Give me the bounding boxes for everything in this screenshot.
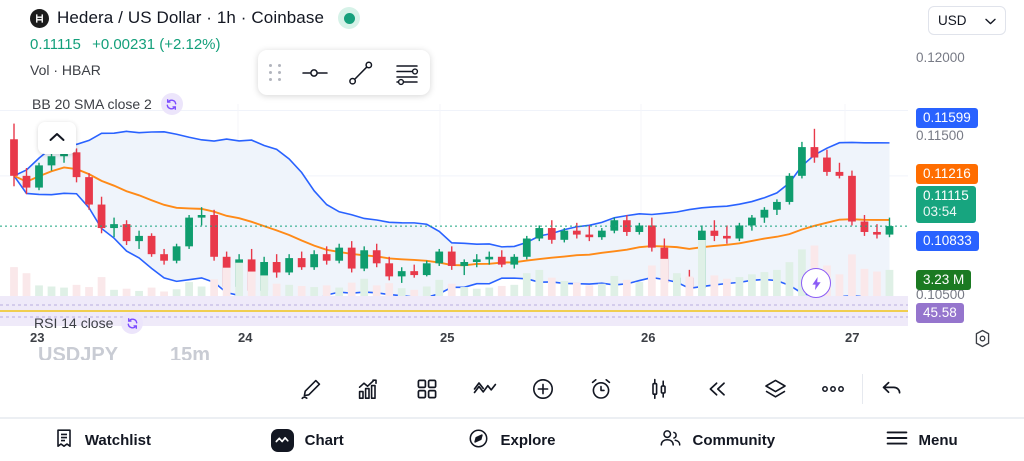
nav-watchlist[interactable]: Watchlist (0, 428, 205, 452)
rsi-legend[interactable]: RSI 14 close (34, 312, 144, 334)
collapse-pane-button[interactable] (38, 122, 76, 154)
time-tick: 25 (440, 330, 455, 345)
drawing-settings-tool[interactable] (384, 50, 430, 95)
trend-line-tool[interactable] (338, 50, 384, 95)
more-tool[interactable] (804, 360, 862, 418)
rsi-series (0, 304, 908, 318)
volume-tag[interactable]: 3.23 M (916, 270, 972, 290)
sma-tag-value: 0.11216 (923, 166, 971, 181)
bb-upper-tag[interactable]: 0.11599 (916, 108, 978, 128)
symbol-header-row[interactable]: Hedera / US Dollar · 1h · Coinbase (30, 7, 361, 29)
rsi-legend-label: RSI 14 close (34, 315, 114, 331)
currency-select[interactable]: USD (928, 6, 1006, 35)
last-price-tag[interactable]: 0.11115 03:54 (916, 186, 976, 223)
drag-grip-icon[interactable] (258, 64, 292, 81)
nav-menu[interactable]: Menu (819, 430, 1024, 450)
volume-tag-value: 3.23 M (923, 272, 965, 287)
price-summary-row: 0.11115 +0.00231 (+2.12%) (30, 36, 221, 53)
chevron-up-icon (49, 129, 65, 147)
nav-menu-label: Menu (918, 431, 958, 449)
chart-tools-toolbar[interactable] (0, 360, 1024, 418)
nav-chart-label: Chart (304, 431, 344, 449)
chevron-down-icon (985, 13, 996, 28)
price-gridline-label: 0.10500 (916, 287, 965, 302)
chart-type-tool[interactable] (630, 360, 688, 418)
chart-header: Hedera / US Dollar · 1h · Coinbase 0.111… (0, 0, 1024, 115)
horizontal-line-tool[interactable] (292, 50, 338, 95)
replay-tool[interactable] (688, 360, 746, 418)
price-gridline-label: 0.12000 (916, 50, 965, 65)
nav-chart[interactable]: Chart (205, 428, 410, 452)
alerts-tool[interactable] (572, 360, 630, 418)
bb-lower-tag-value: 0.10833 (923, 233, 972, 248)
bb-upper-tag-value: 0.11599 (923, 110, 971, 125)
time-tick: 27 (845, 330, 860, 345)
last-price: 0.11115 (30, 36, 81, 53)
undo-tool[interactable] (863, 360, 921, 418)
nav-community-label: Community (692, 431, 776, 449)
time-tick: 24 (238, 330, 253, 345)
nav-watchlist-label: Watchlist (84, 431, 151, 449)
indicators-tool[interactable] (340, 360, 398, 418)
volume-series (10, 240, 894, 302)
rsi-tag-value: 45.58 (923, 305, 957, 320)
last-price-tag-value: 0.11115 (923, 188, 969, 203)
price-axis[interactable]: 0.12000 0.11500 0.10500 0.11599 0.11216 0.… (908, 0, 1024, 326)
lightning-bolt-icon[interactable] (801, 268, 831, 298)
bottom-navigation[interactable]: Watchlist Chart Explore (0, 418, 1024, 461)
patterns-tool[interactable] (456, 360, 514, 418)
page-title: Hedera / US Dollar · 1h · Coinbase (57, 8, 325, 27)
price-gridline-label: 0.11500 (916, 128, 964, 143)
nav-explore[interactable]: Explore (410, 428, 615, 453)
people-icon (659, 428, 682, 452)
sma-tag[interactable]: 0.11216 (916, 164, 978, 184)
compass-icon (468, 428, 489, 453)
time-axis[interactable]: 23 24 25 26 27 (0, 326, 1024, 352)
nav-explore-label: Explore (500, 431, 556, 449)
add-tool[interactable] (514, 360, 572, 418)
chart-settings-icon[interactable] (973, 329, 992, 353)
list-document-icon (54, 428, 74, 452)
rsi-refresh-icon[interactable] (121, 312, 144, 334)
hedera-logo-icon (30, 8, 49, 28)
floating-drawing-toolbar[interactable] (258, 50, 430, 95)
time-tick: 23 (30, 330, 45, 345)
nav-community[interactable]: Community (614, 428, 819, 452)
rsi-pane[interactable] (0, 296, 908, 326)
rsi-tag[interactable]: 45.58 (916, 303, 964, 323)
bollinger-legend[interactable]: BB 20 SMA close 2 (32, 93, 183, 115)
live-dot-icon (338, 7, 361, 29)
bb-lower-tag[interactable]: 0.10833 (916, 231, 979, 251)
draw-tool[interactable] (282, 360, 340, 418)
volume-pane[interactable] (0, 236, 908, 302)
toolbar-divider (862, 373, 863, 404)
hamburger-icon (886, 430, 908, 450)
wave-chart-icon (270, 428, 294, 452)
last-price-tag-countdown: 03:54 (923, 204, 957, 219)
currency-select-value: USD (938, 13, 967, 28)
price-change: +0.00231 (+2.12%) (92, 36, 221, 53)
refresh-icon[interactable] (160, 93, 183, 115)
layers-tool[interactable] (746, 360, 804, 418)
volume-legend: Vol · HBAR (30, 62, 101, 78)
layouts-tool[interactable] (398, 360, 456, 418)
bollinger-legend-label: BB 20 SMA close 2 (32, 96, 152, 112)
time-tick: 26 (641, 330, 656, 345)
